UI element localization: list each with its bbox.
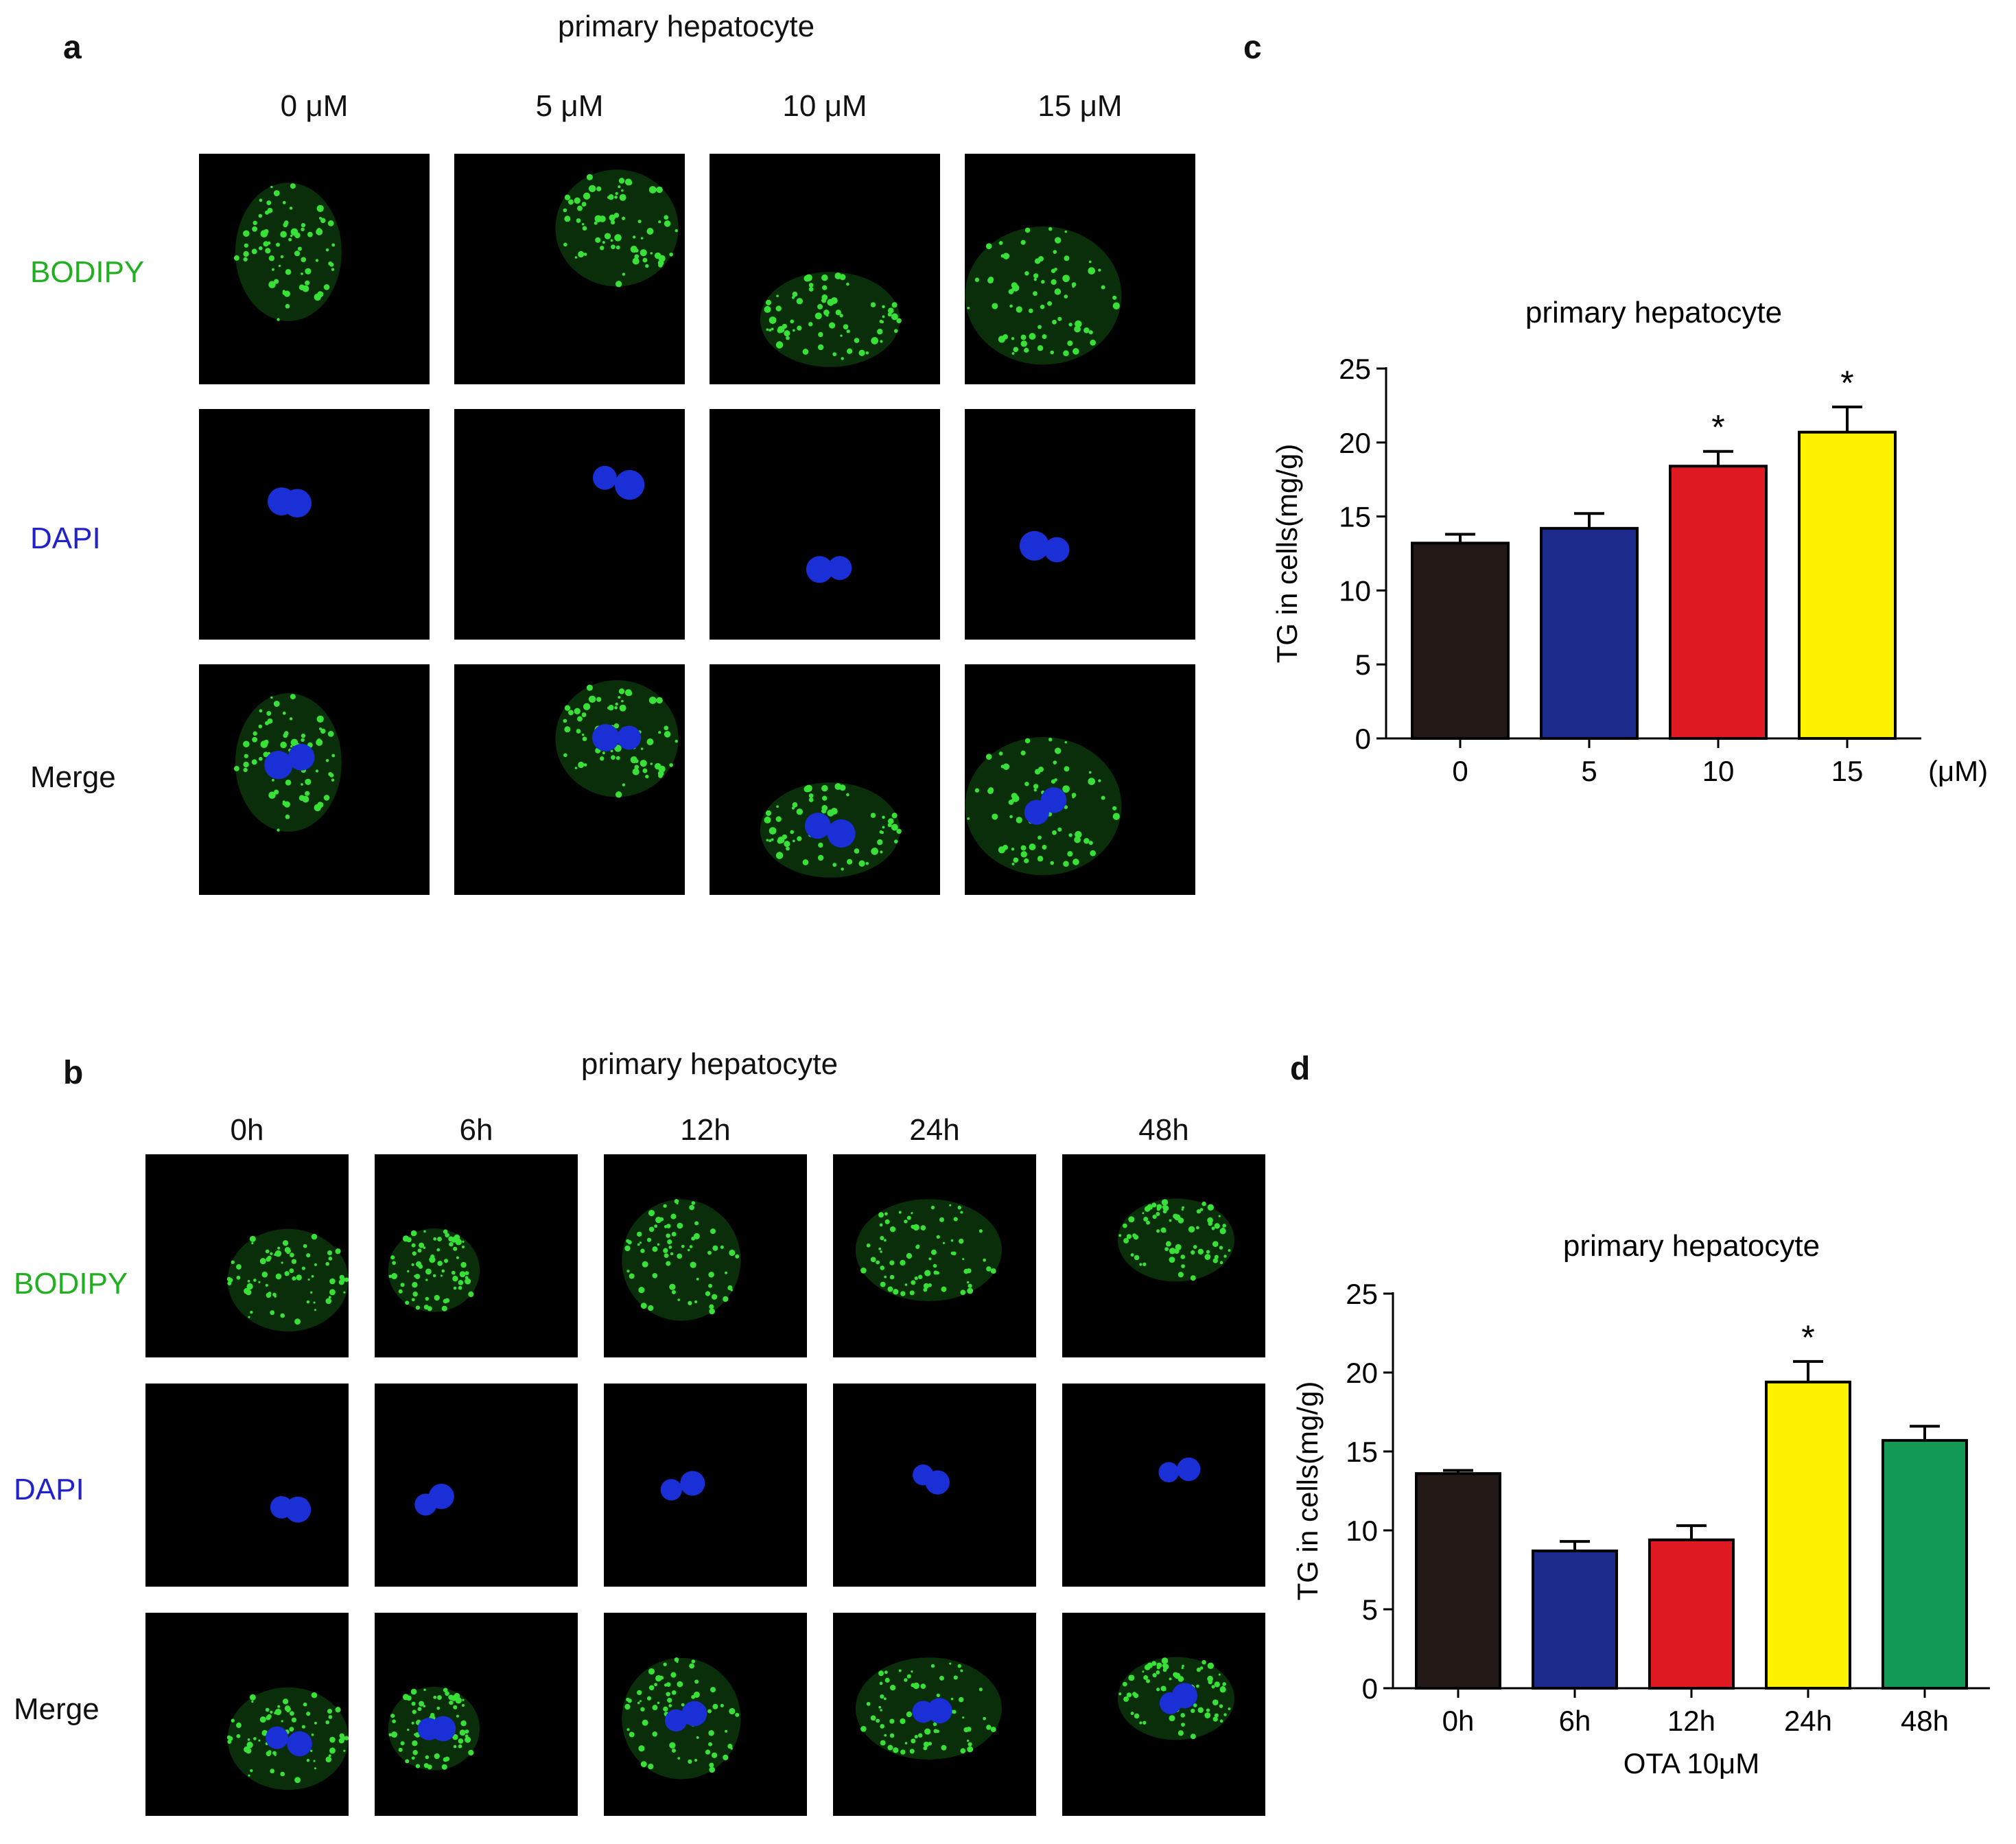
chart-c-ytick-label-15: 15 (1339, 501, 1371, 533)
chart-d-xtick-label-2: 12h (1667, 1705, 1715, 1737)
chart-c-bar-1 (1540, 526, 1639, 740)
panel-d-letter: d (1290, 1051, 1311, 1087)
micrograph-a-merge-1 (454, 664, 685, 895)
panel-b-col-4: 48h (1138, 1113, 1189, 1147)
micrograph-a-dapi-2 (710, 409, 940, 640)
micrograph-b-merge-1 (375, 1613, 578, 1816)
panel-a-col-3: 15 μM (1038, 89, 1123, 123)
micrograph-b-merge-3 (833, 1613, 1036, 1816)
chart-d-ytick-label-15: 15 (1346, 1436, 1378, 1468)
chart-c-ytick-label-10: 10 (1339, 574, 1371, 607)
chart-c-x-unit: (μM) (1928, 755, 1988, 787)
chart-c-bar-0 (1411, 541, 1510, 740)
chart-c-bar-3 (1798, 430, 1897, 740)
micrograph-a-bodipy-0 (199, 154, 430, 384)
micrograph-b-bodipy-4 (1062, 1154, 1265, 1357)
chart-c-xtick-label-3: 15 (1831, 755, 1864, 787)
micrograph-a-merge-0 (199, 664, 430, 895)
chart-d-bar-4 (1882, 1438, 1968, 1690)
panel-b-col-1: 6h (459, 1113, 493, 1147)
panel-a-letter: a (63, 30, 82, 66)
chart-c-ytick-label-0: 0 (1355, 723, 1371, 755)
chart-c-title: primary hepatocyte (1525, 296, 1782, 329)
chart-c-xtick-label-2: 10 (1702, 755, 1735, 787)
panel-a-col-2: 10 μM (782, 89, 867, 123)
chart-d-bar-3 (1765, 1380, 1851, 1690)
panel-a-row-dapi: DAPI (30, 522, 101, 555)
panel-b-letter: b (63, 1055, 84, 1091)
chart-d-bar-2 (1648, 1538, 1735, 1690)
panel-c-bar-chart: primary hepatocyte 0 5 10 15 20 25 TG in cells(… (1249, 288, 2004, 810)
chart-c-xtick-label-0: 0 (1452, 755, 1468, 787)
chart-d-significance-3: * (1801, 1318, 1814, 1357)
micrograph-b-merge-0 (145, 1613, 349, 1816)
chart-d-bar-1 (1532, 1549, 1618, 1690)
panel-a-row-bodipy: BODIPY (30, 255, 145, 289)
chart-d-xtick-label-4: 48h (1901, 1705, 1949, 1737)
chart-d-ytick-label-0: 0 (1362, 1672, 1378, 1705)
chart-c-bar-2 (1669, 465, 1768, 740)
panel-d-bar-chart: primary hepatocyte 0 5 10 15 20 25 TG in cells(… (1276, 1215, 2004, 1805)
micrograph-a-dapi-0 (199, 409, 430, 640)
micrograph-b-dapi-1 (375, 1384, 578, 1587)
chart-d-xtick-label-1: 6h (1559, 1705, 1591, 1737)
micrograph-a-merge-2 (710, 664, 940, 895)
panel-c-letter: c (1243, 30, 1262, 66)
chart-d-ylabel: TG in cells(mg/g) (1291, 1381, 1324, 1601)
micrograph-b-bodipy-0 (145, 1154, 349, 1357)
micrograph-a-dapi-1 (454, 409, 685, 640)
micrograph-a-merge-3 (965, 664, 1195, 895)
panel-b-title: primary hepatocyte (581, 1047, 839, 1081)
micrograph-b-merge-2 (604, 1613, 807, 1816)
panel-b-col-3: 24h (909, 1113, 960, 1147)
panel-b-row-merge: Merge (14, 1692, 99, 1726)
micrograph-a-bodipy-3 (965, 154, 1195, 384)
chart-d-bar-0 (1415, 1472, 1501, 1690)
chart-d-xtick-label-3: 24h (1784, 1705, 1832, 1737)
panel-a-row-merge: Merge (30, 760, 116, 794)
panel-b-col-2: 12h (680, 1113, 731, 1147)
micrograph-a-bodipy-1 (454, 154, 685, 384)
chart-d-ytick-label-25: 25 (1346, 1278, 1378, 1310)
chart-c-ytick-label-20: 20 (1339, 427, 1371, 459)
panel-b-col-0: 0h (230, 1113, 264, 1147)
chart-d-xtick-label-0: 0h (1442, 1705, 1475, 1737)
panel-a-col-0: 0 μM (280, 89, 349, 123)
chart-d-ytick-label-10: 10 (1346, 1515, 1378, 1547)
chart-d-title: primary hepatocyte (1563, 1229, 1820, 1263)
chart-c-ylabel: TG in cells(mg/g) (1271, 444, 1303, 664)
panel-a-col-1: 5 μM (535, 89, 604, 123)
micrograph-b-dapi-0 (145, 1384, 349, 1587)
chart-c-significance-3: * (1840, 364, 1853, 402)
micrograph-b-dapi-2 (604, 1384, 807, 1587)
chart-d-xlabel: OTA 10μM (1624, 1747, 1759, 1779)
micrograph-b-bodipy-1 (375, 1154, 578, 1357)
micrograph-b-bodipy-3 (833, 1154, 1036, 1357)
chart-c-ytick-label-5: 5 (1355, 649, 1371, 681)
chart-c-xtick-label-1: 5 (1581, 755, 1597, 787)
micrograph-b-dapi-4 (1062, 1384, 1265, 1587)
panel-a-title: primary hepatocyte (557, 10, 815, 43)
micrograph-b-bodipy-2 (604, 1154, 807, 1357)
micrograph-a-bodipy-2 (710, 154, 940, 384)
micrograph-b-dapi-3 (833, 1384, 1036, 1587)
chart-d-ytick-label-5: 5 (1362, 1594, 1378, 1626)
micrograph-b-merge-4 (1062, 1613, 1265, 1816)
chart-c-ytick-label-25: 25 (1339, 353, 1371, 385)
panel-b-row-dapi: DAPI (14, 1473, 84, 1506)
panel-b-row-bodipy: BODIPY (14, 1267, 128, 1300)
chart-c-significance-2: * (1711, 408, 1724, 447)
chart-d-ytick-label-20: 20 (1346, 1357, 1378, 1389)
micrograph-a-dapi-3 (965, 409, 1195, 640)
